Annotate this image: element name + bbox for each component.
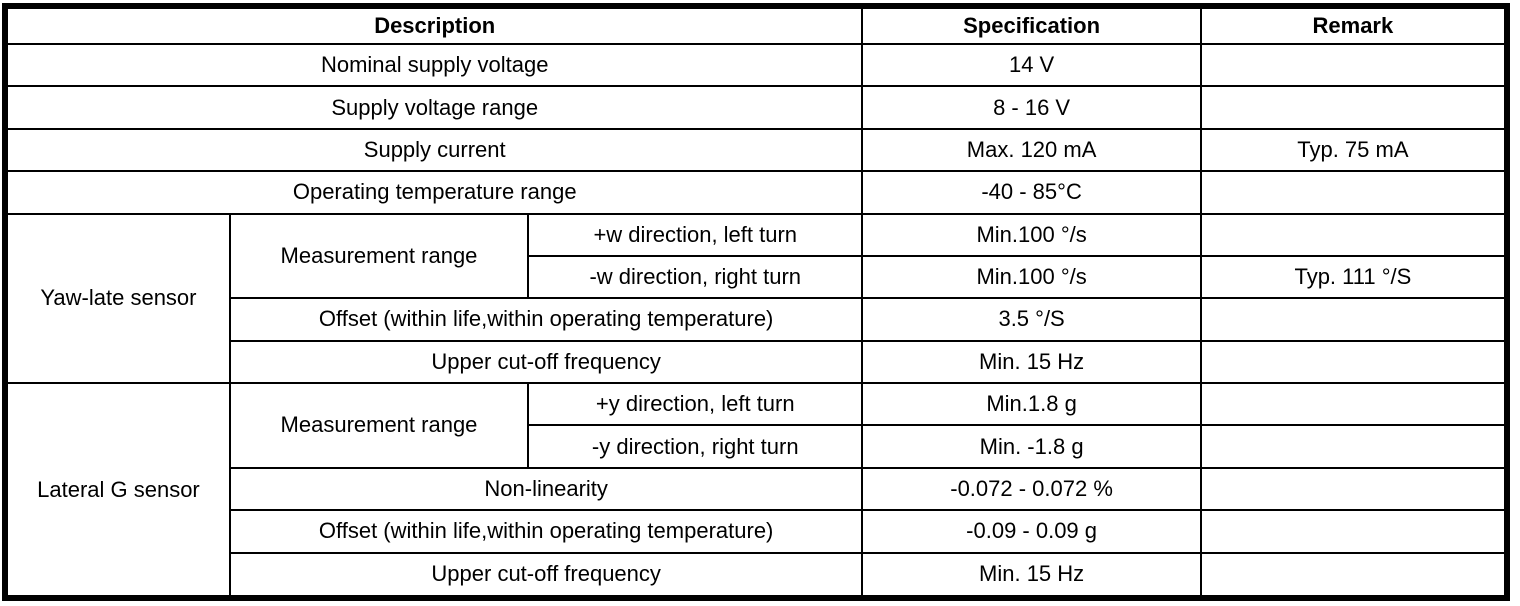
table-row: Supply voltage range 8 - 16 V	[3, 85, 1509, 130]
table-row: Non-linearity -0.072 - 0.072 %	[5, 466, 1509, 512]
cell-description: Supply current	[3, 127, 864, 173]
cell-remark	[1199, 85, 1509, 130]
cell-remark	[1199, 170, 1509, 215]
cell-remark	[1199, 212, 1509, 257]
cell-description: +w direction, left turn	[527, 212, 864, 257]
cell-specification: -0.09 - 0.09 g	[861, 509, 1202, 554]
cell-specification: 14 V	[861, 42, 1202, 88]
cell-remark	[1199, 381, 1509, 427]
cell-measurement-range-label: Measurement range	[228, 382, 530, 469]
cell-measurement-range-label: Measurement range	[228, 212, 530, 300]
cell-remark	[1199, 466, 1509, 512]
table-row: -w direction, right turn Min.100 °/s Typ…	[5, 254, 1509, 300]
cell-remark	[1199, 509, 1509, 554]
cell-description: -y direction, right turn	[527, 424, 864, 469]
cell-description: -w direction, right turn	[527, 254, 864, 300]
cell-description: Nominal supply voltage	[3, 42, 864, 88]
cell-specification: Min.100 °/s	[861, 254, 1202, 300]
header-specification: Specification	[861, 5, 1202, 45]
table-row: -y direction, right turn Min. -1.8 g	[5, 424, 1509, 469]
cell-remark	[1199, 42, 1509, 88]
table-row: Operating temperature range -40 - 85°C	[3, 170, 1509, 215]
cell-description: Supply voltage range	[3, 85, 864, 130]
header-description: Description	[3, 5, 864, 45]
table-row: Offset (within life,within operating tem…	[5, 297, 1509, 342]
table-header-row: Description Specification Remark	[3, 5, 1509, 45]
table-row: Nominal supply voltage 14 V	[3, 42, 1509, 88]
cell-specification: Min.1.8 g	[861, 381, 1202, 427]
cell-specification: Min. -1.8 g	[861, 424, 1202, 469]
cell-specification: Min.100 °/s	[861, 212, 1202, 257]
header-remark: Remark	[1199, 5, 1509, 45]
cell-specification: 3.5 °/S	[861, 297, 1202, 342]
cell-remark: Typ. 75 mA	[1199, 127, 1509, 173]
table-row: Offset (within life,within operating tem…	[5, 509, 1509, 554]
cell-description: +y direction, left turn	[527, 381, 864, 427]
cell-specification: -40 - 85°C	[861, 170, 1202, 215]
cell-remark	[1199, 424, 1509, 469]
cell-sensor-name-yaw: Yaw-late sensor	[4, 212, 231, 384]
cell-specification: 8 - 16 V	[861, 85, 1202, 130]
cell-description: Upper cut-off frequency	[228, 339, 864, 385]
cell-description: Offset (within life,within operating tem…	[228, 509, 864, 554]
table-row: Lateral G sensor Measurement range +y di…	[4, 381, 1509, 599]
cell-remark	[1199, 339, 1509, 385]
cell-remark: Typ. 111 °/S	[1199, 254, 1509, 300]
cell-remark	[1199, 551, 1509, 599]
cell-specification: Max. 120 mA	[861, 127, 1202, 173]
cell-description: Non-linearity	[228, 466, 864, 512]
table-row: Upper cut-off frequency Min. 15 Hz	[5, 339, 1509, 385]
table-row: Supply current Max. 120 mA Typ. 75 mA	[3, 127, 1509, 173]
cell-specification: Min. 15 Hz	[861, 551, 1202, 599]
sensor-specification-table: Description Specification Remark Nominal…	[2, 3, 1510, 601]
cell-sensor-name-lateral: Lateral G sensor	[4, 382, 231, 599]
table-row: Upper cut-off frequency Min. 15 Hz	[5, 551, 1509, 599]
cell-description: Operating temperature range	[3, 170, 864, 215]
cell-specification: Min. 15 Hz	[861, 339, 1202, 385]
cell-remark	[1199, 297, 1509, 342]
cell-description: Offset (within life,within operating tem…	[228, 297, 864, 342]
table-row: Yaw-late sensor Measurement range +w dir…	[4, 212, 1509, 384]
cell-specification: -0.072 - 0.072 %	[861, 466, 1202, 512]
cell-description: Upper cut-off frequency	[228, 551, 864, 599]
